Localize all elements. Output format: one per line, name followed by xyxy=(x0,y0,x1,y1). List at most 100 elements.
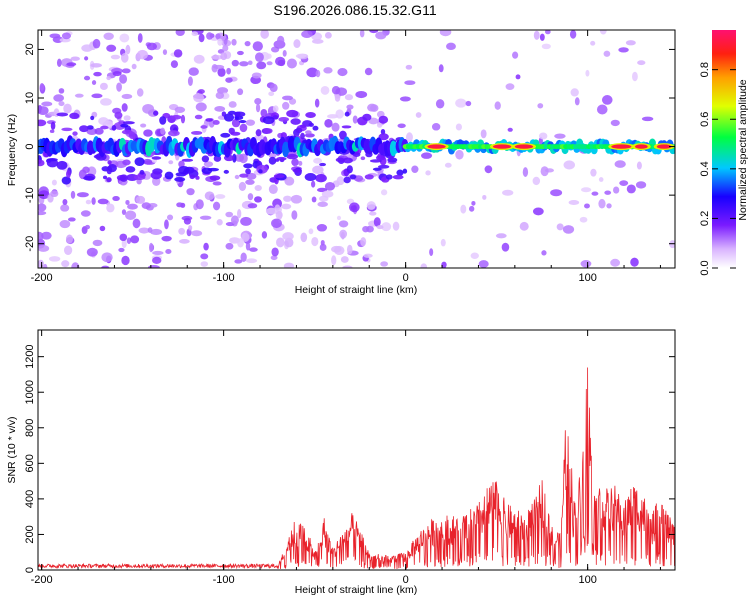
spectrogram-cell xyxy=(86,128,98,136)
spectrogram-cell xyxy=(580,260,592,268)
spectrogram-cell xyxy=(346,244,353,255)
spectrogram-cell xyxy=(431,123,441,131)
spectrogram-cell xyxy=(225,211,234,218)
spectrogram-cell xyxy=(601,95,613,105)
spectrogram-cell xyxy=(240,216,252,226)
spectrogram-cell xyxy=(225,77,233,83)
spectrogram-cell xyxy=(247,60,253,66)
spectrogram-peak xyxy=(514,144,534,149)
colorbar-tick-label: 0.4 xyxy=(699,161,711,176)
spectrogram-cell xyxy=(342,265,353,268)
spectrogram-cell xyxy=(275,56,286,66)
spectrogram-cell xyxy=(563,160,576,170)
spectrogram-cell xyxy=(188,67,199,76)
spectrogram-cell xyxy=(276,237,285,248)
spectrogram-cell xyxy=(135,195,146,204)
spectrogram-cell xyxy=(373,217,381,227)
spectrogram-cell xyxy=(234,174,240,180)
spectrogram-cell xyxy=(168,130,180,137)
spectrogram-cell xyxy=(53,94,65,102)
spectrogram-cell xyxy=(245,258,258,264)
spectrogram-cell xyxy=(203,161,214,168)
spectrogram-cell xyxy=(214,106,226,112)
spectrogram-cell xyxy=(189,174,196,180)
spectrogram-x-tick-label: -100 xyxy=(213,272,235,284)
spectrogram-cell xyxy=(385,174,393,180)
spectrogram-cell xyxy=(101,252,113,263)
spectrogram-cell xyxy=(83,175,95,181)
spectrogram-cell xyxy=(121,255,130,266)
spectrogram-cell xyxy=(146,42,157,51)
spectrogram-cell xyxy=(275,210,283,220)
spectrogram-cell xyxy=(166,214,174,221)
spectrogram-cell xyxy=(51,179,57,186)
spectrogram-cell xyxy=(86,247,98,257)
spectrogram-cell xyxy=(265,53,272,59)
spectrogram-cell xyxy=(120,123,129,128)
spectrogram-cell xyxy=(191,31,199,37)
spectrogram-cell xyxy=(282,49,287,57)
spectrogram-cell xyxy=(84,56,89,61)
spectrogram-cell xyxy=(300,232,308,243)
spectrogram-x-label: Height of straight line (km) xyxy=(295,284,418,296)
snr-y-tick-label: 600 xyxy=(24,454,36,472)
spectrogram-cell xyxy=(331,86,341,95)
spectrogram-cell xyxy=(278,116,290,122)
spectrogram-cell xyxy=(247,203,258,209)
spectrogram-cell xyxy=(619,180,629,186)
spectrogram-cell xyxy=(321,190,334,198)
spectrogram-cell xyxy=(243,163,253,169)
spectrogram-x-tick-label: -200 xyxy=(31,272,53,284)
spectrogram-cell xyxy=(512,51,519,59)
spectrogram-cell xyxy=(99,225,106,232)
spectrogram-cell xyxy=(239,123,248,133)
spectrogram-cell xyxy=(41,101,53,107)
spectrogram-cell xyxy=(397,123,406,129)
spectrogram-cell xyxy=(314,98,320,108)
spectrogram-cell xyxy=(223,169,229,174)
spectrogram-cell xyxy=(304,173,317,182)
spectrogram-cell xyxy=(231,38,237,46)
spectrogram-cell xyxy=(446,42,456,51)
spectrogram-cell xyxy=(315,173,327,183)
spectrogram-cell xyxy=(362,113,372,121)
spectrogram-cell xyxy=(404,80,416,86)
spectrogram-cell xyxy=(80,210,91,217)
colorbar-tick-label: 0.2 xyxy=(699,211,711,226)
spectrogram-cell xyxy=(290,194,303,204)
spectrogram-cell xyxy=(580,187,592,193)
spectrogram-cell xyxy=(56,160,68,170)
spectrogram-cell xyxy=(74,93,84,98)
spectrogram-cell xyxy=(540,166,549,177)
spectrogram-cell xyxy=(315,69,321,78)
spectrogram-cell xyxy=(234,111,246,117)
chart-title: S196.2026.086.15.32.G11 xyxy=(273,2,436,18)
spectrogram-cell xyxy=(260,30,270,39)
spectrogram-cell xyxy=(348,202,360,213)
spectrogram-cell xyxy=(364,67,373,76)
spectrogram-cell xyxy=(198,33,205,43)
spectrogram-cell xyxy=(591,191,599,196)
spectrogram-cell xyxy=(269,83,278,93)
spectrogram-cell xyxy=(311,39,324,44)
spectrogram-cell xyxy=(375,155,386,161)
spectrogram-cell xyxy=(215,194,226,199)
spectrogram-cell xyxy=(630,257,639,267)
spectrogram-cell xyxy=(58,101,65,107)
spectrogram-cell xyxy=(319,243,327,251)
spectrogram-cell xyxy=(515,74,521,80)
spectrogram-cell xyxy=(641,116,654,122)
spectrogram-cell xyxy=(84,224,90,230)
spectrogram-cell xyxy=(143,129,153,137)
spectrogram-cell xyxy=(415,112,422,118)
spectrogram-cell xyxy=(66,62,77,67)
spectrogram-cell xyxy=(38,259,44,268)
spectrogram-cell xyxy=(554,133,566,139)
spectrogram-cell xyxy=(380,189,388,196)
spectrogram-cell xyxy=(301,30,313,38)
spectrogram-cell xyxy=(106,44,117,52)
spectrogram-cell xyxy=(274,204,281,211)
spectrogram-cell xyxy=(217,38,223,46)
spectrogram-cell xyxy=(232,153,237,163)
spectrogram-cell xyxy=(61,32,72,40)
